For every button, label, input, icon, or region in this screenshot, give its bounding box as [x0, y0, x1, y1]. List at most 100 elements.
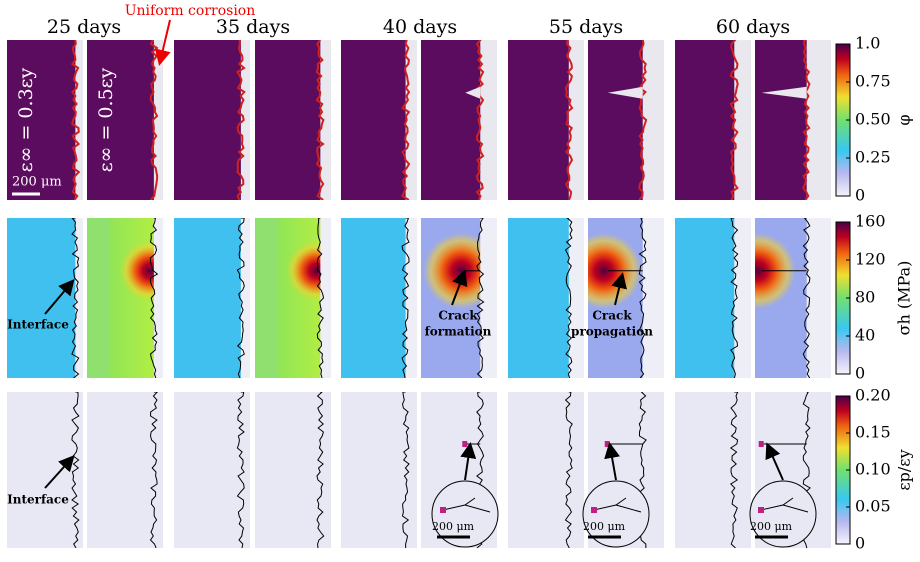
panel [7, 40, 83, 200]
plastic-zone [758, 441, 764, 447]
inset-crack [760, 497, 809, 513]
panel [508, 392, 584, 548]
void [240, 218, 250, 378]
panels [7, 40, 831, 548]
panel-content [255, 40, 331, 200]
panel [174, 218, 250, 378]
panel [255, 392, 331, 548]
interface [476, 218, 485, 378]
panel-content [341, 392, 417, 548]
panel [675, 40, 751, 200]
annotation: formation [425, 325, 492, 339]
panel-content [421, 218, 497, 378]
stress-hotspot [286, 240, 331, 301]
panel-content [174, 218, 250, 378]
colorbar-tick-label: 160 [855, 212, 886, 231]
corroded [734, 40, 751, 200]
void [480, 218, 497, 378]
interface [149, 392, 158, 548]
colorbar-tick-label: 0.10 [855, 460, 891, 479]
panel-content [508, 218, 584, 378]
panel [508, 40, 584, 200]
panel [341, 40, 417, 200]
panel-content [508, 40, 584, 200]
panel [174, 392, 250, 548]
field [7, 392, 83, 548]
interface [729, 392, 739, 548]
interface [401, 218, 410, 378]
arrow [44, 278, 75, 315]
colorbar-tick-label: 1.0 [855, 34, 880, 53]
panel [174, 40, 250, 200]
column-title: 35 days [216, 16, 290, 38]
void [320, 218, 331, 378]
void [806, 218, 831, 378]
scale-bar-label: 200 μm [12, 175, 62, 190]
panel [675, 392, 751, 548]
panel-content [255, 392, 331, 548]
colorbar-tick-label: 80 [855, 288, 875, 307]
panel-content [421, 40, 497, 200]
column-title: 60 days [716, 16, 790, 38]
interface [315, 40, 325, 200]
interface [70, 40, 81, 200]
inset-crack [442, 497, 491, 513]
interface [729, 40, 739, 200]
panel [421, 40, 497, 200]
interface [236, 40, 246, 200]
interface [802, 218, 811, 378]
void [734, 218, 751, 378]
panel-content [675, 218, 751, 378]
inset [749, 480, 817, 548]
annotation: propagation [571, 325, 653, 339]
colorbar-tick-label: 0.75 [855, 72, 891, 91]
panel-content [675, 392, 751, 548]
field [675, 392, 751, 548]
interface [149, 218, 159, 378]
inset-scale-label: 200 μm [750, 520, 793, 533]
colorbar-tick-label: 0.05 [855, 497, 891, 516]
material [87, 40, 163, 200]
arrow [604, 442, 620, 481]
corroded [240, 40, 250, 200]
plastic-zone [604, 441, 610, 447]
panel-content [755, 218, 831, 378]
panel [87, 392, 163, 548]
interface [564, 218, 573, 378]
interface [564, 392, 573, 548]
column-title: 40 days [383, 16, 457, 38]
panel-content [7, 392, 83, 548]
colorbar-tick-label: 0.25 [855, 148, 891, 167]
column-title: 25 days [47, 16, 121, 38]
strain-label: ε∞ = 0.3εy [15, 68, 37, 173]
inset-scale-label: 200 μm [432, 520, 475, 533]
corroded [405, 40, 417, 200]
arrow [44, 455, 75, 489]
crack [761, 86, 807, 99]
material [174, 40, 250, 200]
arrow [154, 19, 171, 66]
panel-content [174, 392, 250, 548]
interface [802, 40, 811, 200]
panel-content [588, 40, 664, 200]
plastic-zone [591, 507, 597, 513]
arrow [451, 269, 468, 306]
panel [421, 218, 497, 378]
panel [7, 218, 83, 378]
field [87, 218, 110, 378]
inset-crack [593, 497, 642, 513]
plastic-zone [758, 507, 764, 513]
panel [755, 218, 831, 378]
field [174, 392, 250, 548]
interface [236, 218, 245, 378]
panel [255, 40, 331, 200]
annotation: Crack [438, 309, 478, 323]
interface [475, 40, 485, 200]
interface [71, 392, 80, 548]
annotation: Interface [7, 318, 69, 332]
inset [582, 480, 650, 548]
colorbar-tick-label: 120 [855, 250, 886, 269]
panel [87, 218, 163, 378]
field [7, 218, 83, 378]
panel [255, 218, 331, 378]
